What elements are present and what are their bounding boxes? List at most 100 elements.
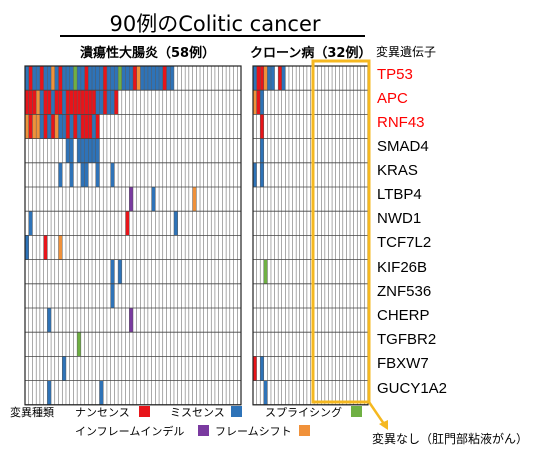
uc-mutation-cell — [106, 66, 111, 91]
uc-mutation-cell — [58, 66, 63, 91]
uc-mutation-cell — [58, 162, 63, 187]
uc-mutation-cell — [32, 90, 37, 115]
uc-mutation-cell — [51, 66, 55, 91]
uc-mutation-cell — [88, 114, 93, 139]
uc-mutation-cell — [25, 90, 29, 115]
gene-label-kif26b: KIF26B — [377, 259, 428, 276]
uc-mutation-cell — [88, 90, 93, 115]
callout-arrow-head — [379, 420, 388, 430]
uc-mutation-cell — [28, 211, 33, 236]
legend-swatch-splicing — [351, 406, 362, 417]
legend-swatch-nonsense — [139, 406, 150, 417]
gene-label-kras: KRAS — [377, 162, 418, 179]
uc-mutation-cell — [25, 66, 29, 91]
uc-mutation-cell — [73, 114, 78, 139]
uc-mutation-cell — [69, 66, 74, 91]
uc-mutation-cell — [65, 114, 70, 139]
uc-mutation-cell — [84, 66, 89, 91]
legend-swatch-frameshift — [299, 425, 310, 436]
uc-mutation-cell — [95, 90, 100, 115]
cd-mutation-cell — [253, 66, 257, 91]
uc-mutation-cell — [99, 90, 104, 115]
gene-label-rnf43: RNF43 — [377, 114, 425, 131]
legend-label-splicing: スプライシング — [265, 406, 342, 419]
uc-mutation-cell — [121, 66, 126, 91]
cd-mutation-cell — [281, 66, 286, 91]
uc-mutation-cell — [54, 90, 59, 115]
uc-mutation-cell — [92, 90, 96, 115]
uc-mutation-cell — [106, 90, 111, 115]
uc-mutation-cell — [110, 90, 115, 115]
uc-mutation-cell — [80, 90, 85, 115]
uc-mutation-cell — [88, 138, 93, 163]
uc-mutation-cell — [36, 114, 40, 139]
uc-mutation-cell — [99, 66, 104, 91]
uc-mutation-cell — [51, 114, 55, 139]
uc-mutation-cell — [118, 66, 122, 91]
legend-label-inframe-indel: インフレームインデル — [75, 425, 185, 438]
uc-mutation-cell — [99, 380, 104, 405]
uc-mutation-cell — [58, 235, 63, 260]
uc-mutation-cell — [65, 138, 70, 163]
uc-mutation-cell — [155, 66, 160, 91]
uc-mutation-cell — [140, 66, 145, 91]
cd-mutation-cell — [260, 162, 264, 187]
cd-mutation-cell — [253, 162, 257, 187]
uc-mutation-cell — [25, 114, 29, 139]
uc-mutation-cell — [43, 66, 48, 91]
uc-mutation-cell — [166, 66, 171, 91]
uc-mutation-cell — [170, 66, 174, 91]
uc-mutation-cell — [125, 211, 130, 236]
uc-mutation-cell — [136, 66, 141, 91]
cd-mutation-cell — [260, 138, 264, 163]
uc-mutation-cell — [69, 90, 74, 115]
uc-mutation-cell — [92, 66, 96, 91]
legend-heading: 変異種類 — [10, 406, 54, 419]
title-underline — [60, 35, 365, 37]
gene-label-tp53: TP53 — [377, 66, 413, 83]
uc-mutation-cell — [95, 138, 100, 163]
uc-mutation-cell — [77, 114, 81, 139]
cd-mutation-cell — [260, 90, 264, 115]
legend-swatch-missense — [231, 406, 242, 417]
uc-mutation-cell — [114, 90, 119, 115]
legend-label-nonsense: ナンセンス — [75, 406, 130, 419]
uc-mutation-cell — [114, 66, 119, 91]
uc-mutation-cell — [39, 90, 44, 115]
uc-mutation-cell — [103, 90, 107, 115]
gene-label-cherp: CHERP — [377, 307, 430, 324]
uc-mutation-cell — [62, 90, 66, 115]
uc-mutation-cell — [88, 66, 93, 91]
gene-column-header: 変異遺伝子 — [376, 45, 437, 59]
uc-mutation-cell — [54, 114, 59, 139]
uc-mutation-cell — [32, 114, 37, 139]
uc-mutation-cell — [47, 90, 52, 115]
gene-label-gucy1a2: GUCY1A2 — [377, 380, 448, 397]
gene-label-nwd1: NWD1 — [377, 210, 422, 227]
uc-mutation-cell — [73, 66, 78, 91]
uc-mutation-cell — [95, 114, 100, 139]
uc-mutation-cell — [95, 162, 100, 187]
uc-mutation-cell — [84, 138, 89, 163]
uc-mutation-cell — [51, 90, 55, 115]
uc-mutation-cell — [80, 114, 85, 139]
uc-mutation-cell — [65, 66, 70, 91]
uc-mutation-cell — [95, 66, 100, 91]
uc-mutation-cell — [144, 66, 148, 91]
uc-mutation-cell — [80, 66, 85, 91]
uc-mutation-cell — [84, 162, 89, 187]
uc-mutation-cell — [25, 235, 29, 260]
gene-label-smad4: SMAD4 — [377, 138, 429, 155]
gene-label-fbxw7: FBXW7 — [377, 355, 429, 372]
uc-mutation-cell — [58, 114, 63, 139]
uc-mutation-cell — [118, 259, 122, 284]
uc-mutation-cell — [43, 90, 48, 115]
uc-mutation-cell — [110, 259, 115, 284]
uc-mutation-cell — [162, 66, 167, 91]
uc-mutation-cell — [110, 162, 115, 187]
gene-label-apc: APC — [377, 90, 408, 107]
uc-mutation-cell — [36, 90, 40, 115]
uc-mutation-cell — [43, 235, 48, 260]
uc-mutation-cell — [77, 90, 81, 115]
